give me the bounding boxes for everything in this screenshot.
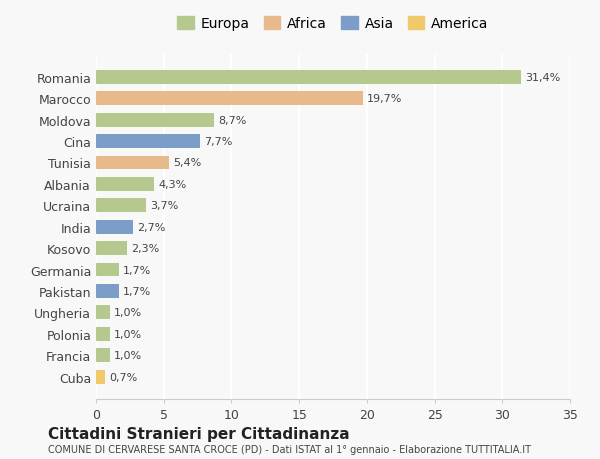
- Bar: [96, 92, 363, 106]
- Text: 1,0%: 1,0%: [113, 329, 142, 339]
- Text: 1,7%: 1,7%: [123, 265, 151, 275]
- Bar: [96, 348, 110, 362]
- Bar: [96, 178, 154, 191]
- Text: Cittadini Stranieri per Cittadinanza: Cittadini Stranieri per Cittadinanza: [48, 425, 350, 441]
- Bar: [96, 156, 169, 170]
- Text: 2,7%: 2,7%: [137, 222, 165, 232]
- Text: 8,7%: 8,7%: [218, 115, 246, 125]
- Text: 31,4%: 31,4%: [526, 73, 560, 83]
- Text: 3,7%: 3,7%: [150, 201, 178, 211]
- Bar: [96, 306, 110, 319]
- Bar: [96, 284, 119, 298]
- Text: 7,7%: 7,7%: [205, 137, 233, 147]
- Text: 1,0%: 1,0%: [113, 308, 142, 318]
- Bar: [96, 241, 127, 256]
- Bar: [96, 113, 214, 127]
- Bar: [96, 199, 146, 213]
- Bar: [96, 370, 106, 384]
- Text: 0,7%: 0,7%: [110, 372, 138, 382]
- Bar: [96, 220, 133, 234]
- Text: 1,0%: 1,0%: [113, 350, 142, 360]
- Text: COMUNE DI CERVARESE SANTA CROCE (PD) - Dati ISTAT al 1° gennaio - Elaborazione T: COMUNE DI CERVARESE SANTA CROCE (PD) - D…: [48, 444, 531, 454]
- Text: 2,3%: 2,3%: [131, 244, 160, 253]
- Bar: [96, 135, 200, 149]
- Bar: [96, 71, 521, 84]
- Text: 5,4%: 5,4%: [173, 158, 202, 168]
- Text: 19,7%: 19,7%: [367, 94, 402, 104]
- Text: 4,3%: 4,3%: [158, 179, 187, 190]
- Text: 1,7%: 1,7%: [123, 286, 151, 296]
- Legend: Europa, Africa, Asia, America: Europa, Africa, Asia, America: [177, 17, 489, 31]
- Bar: [96, 263, 119, 277]
- Bar: [96, 327, 110, 341]
